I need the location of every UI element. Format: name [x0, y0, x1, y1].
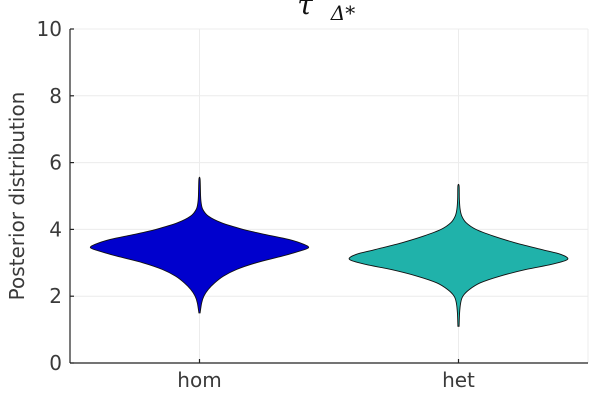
y-tick-label: 4: [49, 217, 62, 241]
y-tick-label: 8: [49, 84, 62, 108]
chart-title-subscript: Δ*: [330, 1, 355, 25]
grid-layer: [70, 28, 589, 364]
axis-layer: [69, 29, 588, 364]
x-tick-labels: hom het: [177, 359, 475, 392]
chart-title-main: τ: [297, 0, 313, 21]
y-tick-label: 6: [49, 151, 62, 175]
y-tick-label: 0: [49, 351, 62, 375]
violin-layer: [89, 176, 569, 327]
violin-hom: [89, 176, 310, 314]
y-tick-label: 2: [49, 284, 62, 308]
x-tick-label-het: het: [442, 368, 475, 392]
y-axis-title: Posterior distribution: [5, 92, 29, 301]
y-tick-label: 10: [37, 17, 62, 41]
y-tick-labels: 0 2 4 6 8 10: [37, 17, 74, 375]
violin-het: [348, 183, 569, 327]
x-tick-label-hom: hom: [177, 368, 221, 392]
chart-title: τ Δ*: [297, 0, 355, 25]
